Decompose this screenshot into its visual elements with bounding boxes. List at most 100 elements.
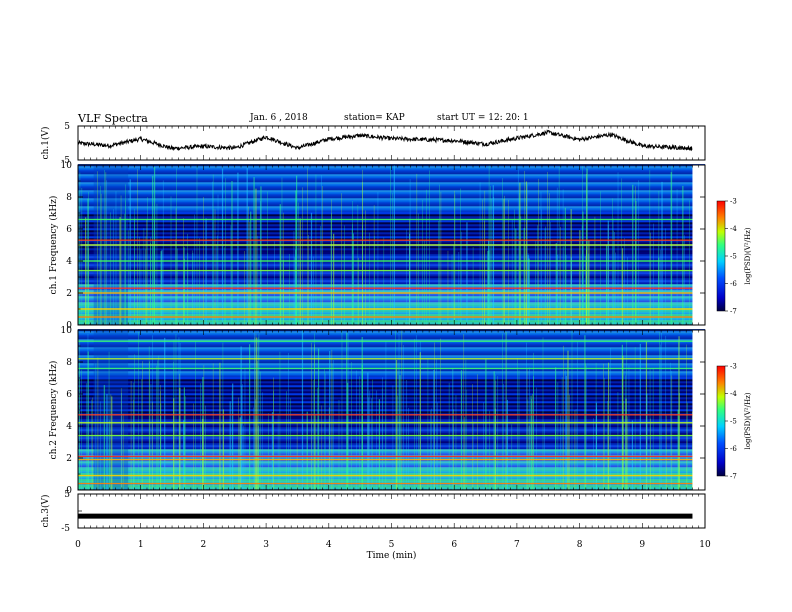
ch2-spectrogram-colorbar-tick-label: -4 (730, 390, 737, 398)
ch1-spectrogram-freq-band (78, 248, 705, 251)
ch1-spectrogram-colorbar-tick-label: -7 (730, 308, 737, 316)
ch2-spectrogram-freq-band (78, 411, 705, 414)
ch1-spectrogram-freq-band (78, 318, 705, 321)
ch2-spectrogram-freq-band (78, 375, 705, 378)
ch2-spectrogram-freq-band (78, 339, 705, 342)
ch2-spectrogram-freq-band (78, 469, 705, 472)
ch2-spectrogram-colorbar-tick-label: -7 (730, 473, 737, 481)
ch2-spectrogram-freq-band (78, 359, 705, 362)
ch2-spectrogram-freq-band (78, 363, 705, 366)
x-tick-label: 7 (514, 540, 520, 550)
ch2-spectrogram-freq-band (78, 361, 705, 364)
ch2-spectrogram-freq-band (78, 365, 705, 368)
ch2-spectrogram-freq-band (78, 425, 705, 428)
x-tick-label: 2 (201, 540, 207, 550)
ch1-waveform-line (77, 129, 693, 152)
ch1-spectrogram-ylabel: ch.1 Frequency (kHz) (48, 196, 59, 295)
ch2-spectrogram-freq-band (78, 447, 705, 450)
ch1-ytick-label: 5 (64, 122, 70, 132)
ch1-spectrogram-freq-band (78, 196, 705, 199)
ch2-spectrogram-freq-band (78, 379, 705, 382)
x-axis-label: Time (min) (367, 550, 417, 561)
date-label: Jan. 6 , 2018 (250, 113, 308, 123)
ch2-spectrogram-freq-band (78, 351, 705, 354)
ch2-spectrogram-freq-band (78, 395, 705, 398)
ch1-spectrogram-freq-band (78, 276, 705, 279)
ch1-spectrogram-ytick-label: 8 (66, 193, 72, 203)
ch2-spectrogram-freq-band (78, 353, 705, 356)
ch1-ylabel: ch.1(V) (40, 127, 51, 160)
ch1-spectrogram-ytick-label: 0 (66, 321, 72, 331)
x-tick-label: 3 (263, 540, 269, 550)
ch2-spectrogram-freq-band (78, 381, 705, 384)
ch2-spectrogram-freq-band (78, 349, 705, 352)
ch1-spectrogram-freq-band (78, 258, 705, 261)
ch2-spectrogram-freq-band (78, 479, 705, 482)
x-tick-label: 4 (326, 540, 332, 550)
ch2-spectrogram-freq-band (78, 453, 705, 456)
ch2-spectrogram-ytick-label: 0 (66, 486, 72, 496)
ch1-spectrogram-freq-band (78, 192, 705, 195)
ch1-spectrogram-freq-band (78, 214, 705, 217)
ch1-spectrogram-freq-band (78, 302, 705, 305)
ch2-spectrogram-ylabel: ch.2 Frequency (kHz) (48, 361, 59, 460)
ch1-spectrogram-freq-band (78, 262, 705, 265)
ch2-spectrogram-freq-band (78, 419, 705, 422)
ch1-spectrogram-freq-band (78, 280, 705, 283)
ch1-spectrogram-colorbar-tick-label: -6 (730, 280, 737, 288)
ch1-spectrogram-freq-band (78, 284, 705, 287)
ch1-spectrogram-freq-band (78, 222, 705, 225)
ch1-spectrogram-freq-band (78, 304, 705, 307)
ch1-spectrogram-freq-band (78, 256, 705, 259)
ch1-spectrogram-freq-band (78, 242, 705, 245)
ch1-spectrogram-freq-band (78, 264, 705, 267)
ch2-spectrogram-freq-band (78, 377, 705, 380)
ch1-spectrogram-colorbar (716, 200, 726, 312)
figure-title: VLF Spectra (78, 112, 148, 125)
ch1-spectrogram-freq-band (78, 274, 705, 277)
x-tick-label: 10 (699, 540, 711, 550)
ch3-ytick-label: 5 (64, 490, 70, 500)
ch1-spectrogram-freq-band (78, 212, 705, 215)
ch1-spectrogram-freq-band (78, 314, 705, 317)
ch2-spectrogram-freq-band (78, 415, 705, 418)
ch2-spectrogram-colorbar-tick-label: -6 (730, 445, 737, 453)
spectrogram-layer (78, 164, 705, 490)
ch2-spectrogram-no-data (692, 330, 705, 490)
ch2-spectrogram-freq-band (78, 347, 705, 350)
ch2-spectrogram-freq-band (78, 343, 705, 346)
ch1-spectrogram-freq-band (78, 172, 705, 175)
ch1-spectrogram-colorbar-tick-label: -5 (730, 253, 737, 261)
ch2-spectrogram-freq-band (78, 427, 705, 430)
ch1-spectrogram-freq-band (78, 238, 705, 241)
ch2-spectrogram-freq-band (78, 371, 705, 374)
ch1-spectrogram-freq-band (78, 246, 705, 249)
ch1-spectrogram-ytick-label: 2 (66, 289, 72, 299)
ch2-spectrogram-freq-band (78, 465, 705, 468)
ch2-spectrogram-colorbar-tick-label: -3 (730, 363, 737, 371)
ch2-spectrogram-freq-band (78, 409, 705, 412)
ch2-spectrogram-freq-band (78, 385, 705, 388)
ch1-spectrogram-freq-band (78, 278, 705, 281)
axes-layer (77, 125, 728, 529)
ch1-spectrogram-ytick-label: 4 (66, 257, 72, 267)
ch2-spectrogram-freq-band (78, 391, 705, 394)
ch2-spectrogram-freq-band (78, 463, 705, 466)
ch1-spectrogram-freq-band (78, 220, 705, 223)
ch1-spectrogram-freq-band (78, 184, 705, 187)
ch1-spectrogram-freq-band (78, 266, 705, 269)
ch1-spectrogram-freq-band (78, 282, 705, 285)
x-tick-label: 5 (389, 540, 395, 550)
ch2-spectrogram-freq-band (78, 477, 705, 480)
ch1-spectrogram-freq-band (78, 226, 705, 229)
ch2-spectrogram-freq-band (78, 443, 705, 446)
ch2-spectrogram-freq-band (78, 471, 705, 474)
ch3-waveform-frame (77, 493, 706, 529)
ch2-spectrogram-freq-band (78, 335, 705, 338)
ch1-spectrogram-colorbar-tick-label: -4 (730, 225, 737, 233)
ch1-spectrogram-freq-band (78, 198, 705, 201)
ch1-spectrogram-freq-band (78, 176, 705, 179)
x-tick-label: 8 (577, 540, 583, 550)
ch2-spectrogram-freq-band (78, 407, 705, 410)
